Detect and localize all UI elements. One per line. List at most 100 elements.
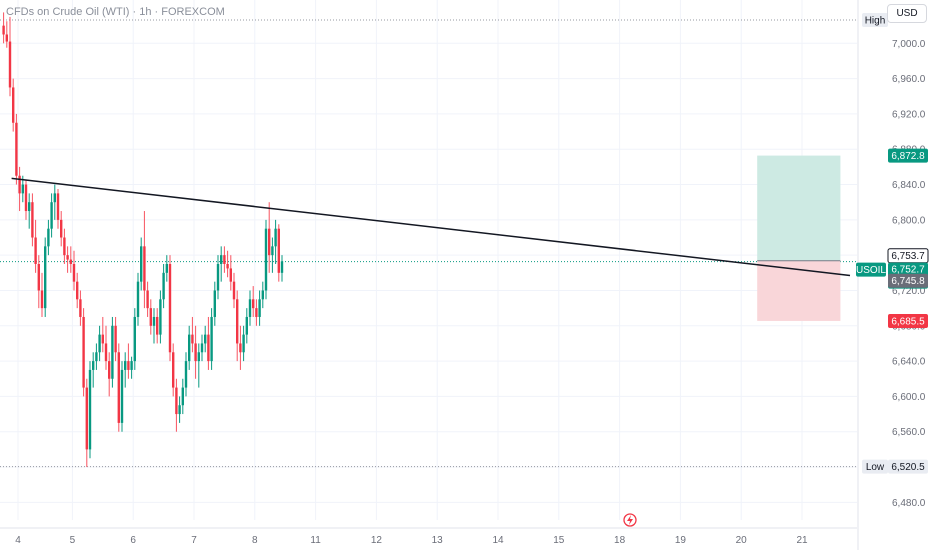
prev-tag-bg bbox=[888, 273, 928, 288]
candle-body bbox=[168, 264, 172, 353]
position-zones[interactable] bbox=[757, 155, 841, 321]
low-value: 6,520.5 bbox=[891, 462, 925, 473]
candle-body bbox=[98, 334, 101, 353]
drawing-layer[interactable] bbox=[11, 177, 851, 277]
price-tick-label: 6,560.0 bbox=[892, 427, 926, 438]
candle-body bbox=[194, 343, 197, 362]
prev-tag: 6,745.8 bbox=[891, 276, 925, 287]
time-tick-label: 8 bbox=[252, 535, 258, 546]
candle-body bbox=[133, 316, 136, 362]
candle-body bbox=[204, 334, 207, 344]
low-label: Low bbox=[866, 462, 885, 473]
candle-body bbox=[53, 193, 56, 203]
candle-body bbox=[18, 175, 21, 194]
candle-body bbox=[210, 316, 213, 362]
candle-body bbox=[40, 290, 44, 309]
price-tick-label: 6,840.0 bbox=[892, 180, 926, 191]
candle-body bbox=[88, 369, 92, 450]
time-tick-label: 6 bbox=[130, 535, 136, 546]
candle-body bbox=[143, 246, 146, 291]
entry-tag: 6,753.7 bbox=[891, 251, 925, 262]
price-tick-label: 7,000.0 bbox=[892, 39, 926, 50]
candle-body bbox=[200, 343, 204, 353]
time-tick-label: 20 bbox=[736, 535, 748, 546]
candle-body bbox=[12, 87, 15, 123]
candle-body bbox=[127, 361, 130, 370]
candle-body bbox=[63, 237, 66, 256]
candle-body bbox=[28, 202, 31, 212]
stop-tag-bg bbox=[888, 313, 928, 328]
candle-body bbox=[213, 290, 216, 317]
candle-body bbox=[31, 202, 34, 238]
candle-body bbox=[79, 299, 82, 317]
price-tick-label: 6,640.0 bbox=[892, 357, 926, 368]
flash-icon-ring[interactable] bbox=[623, 513, 637, 527]
candle-body bbox=[60, 219, 63, 238]
price-tick-label: 6,720.0 bbox=[892, 286, 926, 297]
price-tick-label: 6,480.0 bbox=[892, 498, 926, 509]
candle-body bbox=[239, 343, 242, 353]
candle-body bbox=[56, 193, 60, 220]
candle-body bbox=[2, 25, 5, 35]
time-tick-label: 19 bbox=[675, 535, 687, 546]
candle-body bbox=[47, 228, 50, 247]
candle-body bbox=[50, 202, 53, 229]
price-tick-label: 6,600.0 bbox=[892, 392, 926, 403]
candle-body bbox=[165, 264, 168, 273]
time-tick-label: 18 bbox=[614, 535, 626, 546]
target-zone[interactable] bbox=[757, 155, 841, 261]
candle-body bbox=[120, 369, 124, 423]
currency-button[interactable]: USD bbox=[887, 4, 927, 23]
stop-zone[interactable] bbox=[757, 260, 841, 321]
candle-body bbox=[136, 281, 140, 317]
time-tick-label: 12 bbox=[371, 535, 383, 546]
candle-body bbox=[188, 334, 191, 362]
candle-body bbox=[37, 264, 40, 291]
trendline[interactable] bbox=[11, 177, 851, 277]
candle-body bbox=[277, 228, 280, 273]
high-label-bg bbox=[862, 13, 888, 27]
candle-body bbox=[24, 184, 28, 212]
candle-body bbox=[274, 228, 277, 247]
last-price-tag: 6,752.7 bbox=[891, 265, 925, 276]
candle-body bbox=[146, 290, 149, 309]
candle-body bbox=[191, 334, 194, 344]
candle-body bbox=[220, 255, 223, 264]
candle-body bbox=[172, 352, 175, 388]
candle-body bbox=[21, 184, 24, 194]
time-tick-label: 4 bbox=[15, 535, 21, 546]
time-tick-label: 11 bbox=[310, 535, 321, 546]
candle-body bbox=[8, 41, 12, 88]
candle-body bbox=[104, 343, 108, 362]
low-label-bg bbox=[862, 459, 888, 474]
flash-icon[interactable] bbox=[623, 513, 637, 527]
price-tick-label: 6,920.0 bbox=[892, 109, 926, 120]
candle-body bbox=[236, 299, 239, 344]
candle-body bbox=[101, 334, 104, 344]
time-tick-label: 5 bbox=[70, 535, 76, 546]
flash-icon-bolt bbox=[627, 515, 633, 525]
candle-body bbox=[152, 316, 156, 326]
time-tick-label: 7 bbox=[191, 535, 197, 546]
candle-body bbox=[15, 122, 18, 176]
time-axis[interactable]: 4 5 6 7 8 11 12 13 14 15 18 19 20 21 bbox=[0, 527, 857, 546]
candle-body bbox=[229, 268, 232, 282]
candle-body bbox=[232, 281, 236, 300]
candle-body bbox=[85, 387, 88, 450]
target-tag-bg bbox=[888, 148, 928, 163]
candle-body bbox=[271, 246, 274, 256]
time-tick-label: 15 bbox=[553, 535, 565, 546]
candle-body bbox=[117, 352, 120, 423]
low-value-bg bbox=[888, 459, 928, 474]
candle-body bbox=[178, 405, 181, 415]
candle-body bbox=[207, 334, 210, 362]
chart-title: CFDs on Crude Oil (WTI) · 1h · FOREXCOM bbox=[6, 6, 225, 18]
candle-body bbox=[156, 316, 159, 335]
candle-body bbox=[268, 228, 271, 256]
candle-body bbox=[242, 334, 245, 353]
candle-body bbox=[248, 299, 252, 317]
candle-body bbox=[66, 255, 69, 260]
candle-body bbox=[92, 361, 95, 370]
candle-body bbox=[95, 352, 98, 362]
